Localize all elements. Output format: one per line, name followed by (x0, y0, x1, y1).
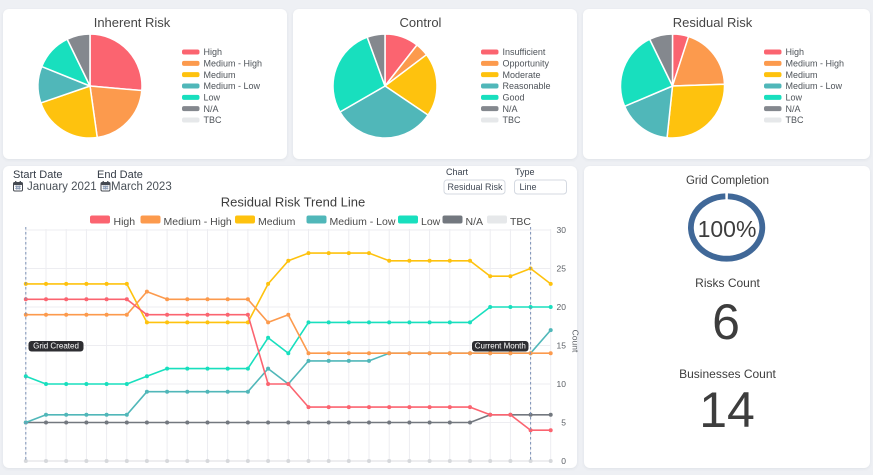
svg-text:Low: Low (786, 93, 803, 103)
svg-text:6: 6 (712, 294, 740, 350)
svg-text:Medium - Low: Medium - Low (204, 81, 261, 91)
svg-text:Opportunity: Opportunity (503, 59, 550, 69)
svg-text:Low: Low (421, 216, 441, 228)
svg-text:N/A: N/A (204, 104, 219, 114)
svg-text:Risks Count: Risks Count (695, 276, 760, 290)
svg-text:TBC: TBC (786, 115, 805, 125)
svg-text:14: 14 (699, 382, 755, 438)
svg-text:Medium - Low: Medium - Low (330, 216, 396, 228)
svg-text:March 2023: March 2023 (111, 181, 172, 193)
svg-text:Reasonable: Reasonable (503, 81, 551, 91)
svg-text:30: 30 (557, 225, 567, 235)
svg-text:100%: 100% (698, 216, 757, 242)
svg-text:Residual Risk Trend Line: Residual Risk Trend Line (221, 195, 366, 210)
svg-text:20: 20 (557, 302, 567, 312)
svg-text:Medium - High: Medium - High (204, 59, 263, 69)
svg-text:TBC: TBC (503, 115, 522, 125)
svg-text:N/A: N/A (786, 104, 801, 114)
svg-text:Medium - High: Medium - High (786, 59, 845, 69)
svg-text:N/A: N/A (466, 216, 484, 228)
svg-text:15: 15 (557, 341, 567, 351)
svg-text:Good: Good (503, 93, 525, 103)
svg-text:Medium: Medium (204, 70, 236, 80)
svg-text:5: 5 (561, 418, 566, 428)
svg-text:Count: Count (571, 330, 581, 353)
svg-text:25: 25 (557, 264, 567, 274)
svg-text:Grid Completion: Grid Completion (686, 175, 769, 187)
svg-text:Medium: Medium (258, 216, 296, 228)
svg-text:Low: Low (204, 93, 221, 103)
svg-text:Residual Risk: Residual Risk (448, 182, 504, 192)
svg-text:Control: Control (400, 15, 442, 30)
svg-text:High: High (786, 47, 805, 57)
svg-text:N/A: N/A (503, 104, 518, 114)
svg-text:High: High (204, 47, 223, 57)
svg-text:10: 10 (557, 379, 567, 389)
svg-text:Residual Risk: Residual Risk (673, 15, 753, 30)
svg-text:Medium - Low: Medium - Low (786, 81, 843, 91)
svg-text:Moderate: Moderate (503, 70, 541, 80)
svg-text:Current Month: Current Month (475, 342, 526, 351)
svg-text:Start Date: Start Date (13, 169, 63, 181)
svg-text:High: High (114, 216, 136, 228)
svg-text:TBC: TBC (204, 115, 223, 125)
svg-text:Line: Line (520, 182, 537, 192)
svg-text:Inherent Risk: Inherent Risk (94, 15, 171, 30)
svg-text:Chart: Chart (446, 167, 469, 177)
svg-text:0: 0 (561, 456, 566, 466)
svg-text:Businesses Count: Businesses Count (679, 367, 776, 381)
svg-text:Grid Created: Grid Created (33, 342, 79, 351)
svg-text:Medium: Medium (786, 70, 818, 80)
svg-text:Medium - High: Medium - High (164, 216, 232, 228)
svg-text:Type: Type (515, 167, 535, 177)
svg-text:End Date: End Date (97, 169, 143, 181)
svg-text:TBC: TBC (510, 216, 531, 228)
svg-text:Insufficient: Insufficient (503, 47, 546, 57)
svg-text:January 2021: January 2021 (27, 181, 97, 193)
